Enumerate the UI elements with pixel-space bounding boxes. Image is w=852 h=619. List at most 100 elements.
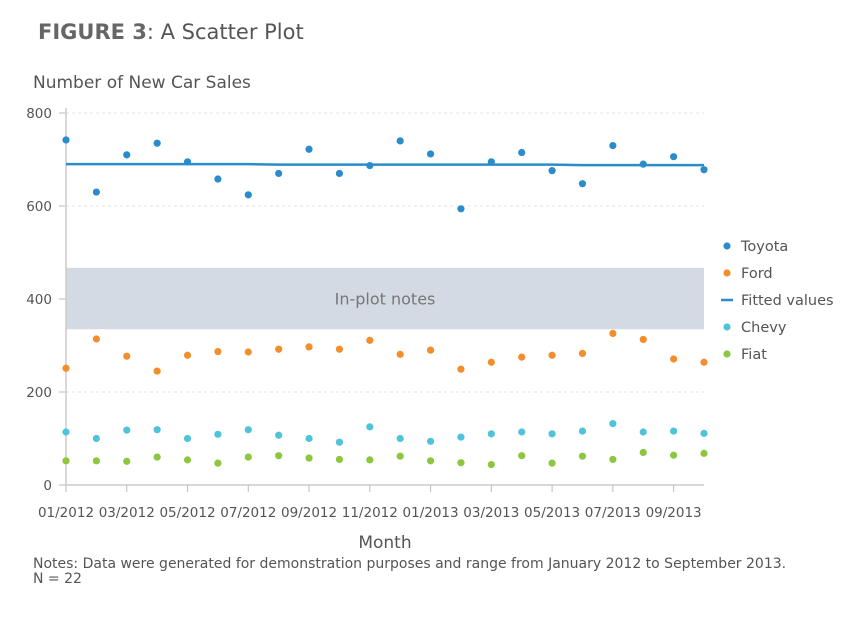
fiat-point bbox=[123, 457, 131, 465]
toyota-point bbox=[123, 151, 131, 159]
toyota-point bbox=[548, 167, 556, 175]
chevy-point bbox=[335, 438, 344, 446]
ford-point bbox=[578, 349, 587, 358]
fiat-point bbox=[670, 451, 678, 459]
chevy-point bbox=[62, 428, 70, 436]
toyota-point bbox=[275, 169, 283, 178]
ford-point bbox=[335, 345, 344, 353]
annotation-text: In-plot notes bbox=[335, 290, 436, 309]
chevy-point bbox=[609, 420, 617, 428]
legend-label-toyota: Toyota bbox=[740, 239, 788, 255]
chevy-point bbox=[183, 434, 192, 443]
legend-swatch-ford bbox=[723, 269, 731, 277]
ford-point bbox=[214, 347, 222, 356]
fiat-point bbox=[335, 455, 344, 464]
y-axis-label: Number of New Car Sales bbox=[33, 73, 251, 93]
toyota-point bbox=[214, 175, 222, 183]
toyota-point bbox=[518, 148, 526, 157]
ford-point bbox=[426, 346, 435, 354]
axes: 0 200 400 600 800 01/2012 03/2012 05/2012 07/201… bbox=[26, 106, 704, 521]
chevy-point bbox=[457, 433, 465, 441]
chevy-point bbox=[153, 426, 161, 434]
ford-point bbox=[305, 343, 313, 351]
ford-point bbox=[487, 358, 495, 366]
toyota-point bbox=[426, 150, 435, 158]
legend-swatch-fiat bbox=[723, 350, 731, 358]
fiat-point bbox=[487, 460, 495, 469]
x-tick-label: 03/2013 bbox=[463, 505, 519, 521]
ford-point bbox=[62, 364, 70, 372]
gridlines bbox=[66, 112, 704, 393]
chevy-point bbox=[578, 427, 587, 435]
ford-point bbox=[275, 345, 283, 353]
notes-line-2: N = 22 bbox=[33, 571, 82, 587]
toyota-point bbox=[62, 136, 70, 144]
toyota-point bbox=[305, 145, 313, 153]
x-tick-label: 05/2013 bbox=[524, 505, 580, 521]
fiat-point bbox=[578, 452, 587, 460]
fiat-point bbox=[396, 452, 404, 460]
x-tick-label: 07/2012 bbox=[220, 505, 276, 521]
legend-label-ford: Ford bbox=[741, 266, 773, 282]
figure-title: FIGURE 3: A Scatter Plot bbox=[38, 20, 304, 44]
fiat-point bbox=[366, 456, 374, 464]
toyota-point bbox=[335, 169, 344, 178]
figure-label: FIGURE 3 bbox=[38, 20, 147, 44]
ford-point bbox=[518, 353, 526, 361]
fitted-values-line bbox=[66, 162, 704, 167]
toyota-point bbox=[578, 180, 587, 188]
figure-title-text: : A Scatter Plot bbox=[146, 20, 304, 44]
toyota-point bbox=[457, 205, 465, 213]
fiat-point bbox=[275, 452, 283, 460]
fiat-point bbox=[700, 449, 708, 457]
figure-notes: Notes: Data were generated for demonstra… bbox=[33, 557, 786, 587]
toyota-point bbox=[92, 188, 100, 196]
toyota-point bbox=[670, 153, 678, 161]
legend-label-fitted-values: Fitted values bbox=[741, 293, 834, 309]
ford-point bbox=[92, 335, 100, 343]
ford-point bbox=[244, 348, 252, 356]
toyota-point bbox=[609, 141, 617, 150]
fiat-point bbox=[244, 453, 252, 461]
fiat-point bbox=[153, 453, 161, 461]
annotation-band-layer: In-plot notes bbox=[66, 267, 704, 330]
legend-label-fiat: Fiat bbox=[741, 347, 767, 363]
legend-swatch-chevy bbox=[723, 323, 731, 331]
y-tick-label: 200 bbox=[26, 385, 52, 401]
x-tick-label: 03/2012 bbox=[99, 505, 155, 521]
chevy-point bbox=[518, 428, 526, 436]
ford-point bbox=[639, 335, 647, 344]
legend-label-chevy: Chevy bbox=[741, 320, 787, 336]
chevy-point bbox=[92, 434, 100, 443]
chevy-point bbox=[244, 426, 252, 434]
ford-point bbox=[457, 365, 465, 373]
fiat-point bbox=[518, 452, 526, 460]
chevy-point bbox=[639, 428, 647, 436]
y-tick-label: 600 bbox=[26, 199, 52, 215]
chevy-point bbox=[670, 427, 678, 435]
fiat-point bbox=[214, 459, 222, 467]
x-axis-label: Month bbox=[358, 533, 412, 553]
fiat-point bbox=[305, 454, 313, 462]
fiat-point bbox=[426, 457, 435, 465]
x-tick-label: 09/2012 bbox=[281, 505, 337, 521]
fiat-point bbox=[62, 457, 70, 465]
ford-point bbox=[548, 351, 556, 359]
chevy-point bbox=[426, 437, 435, 445]
chevy-point bbox=[700, 429, 708, 437]
ford-point bbox=[123, 352, 131, 360]
chevy-point bbox=[366, 423, 374, 431]
chevy-point bbox=[305, 434, 313, 443]
ford-point bbox=[153, 367, 161, 375]
fiat-point bbox=[457, 459, 465, 467]
x-tick-label: 09/2013 bbox=[646, 505, 702, 521]
x-tick-label: 01/2013 bbox=[403, 505, 459, 521]
y-tick-label: 0 bbox=[43, 478, 52, 494]
ford-point bbox=[670, 355, 678, 363]
notes-line-1: Notes: Data were generated for demonstra… bbox=[33, 556, 787, 572]
chevy-point bbox=[214, 430, 222, 438]
legend: Toyota Ford Fitted values Chevy Fiat bbox=[721, 239, 834, 363]
chevy-point bbox=[548, 430, 556, 438]
y-tick-label: 400 bbox=[26, 292, 52, 308]
ford-point bbox=[396, 350, 404, 358]
